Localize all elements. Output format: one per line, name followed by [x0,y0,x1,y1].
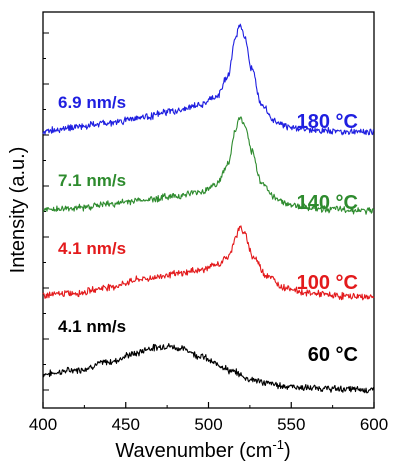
x-axis-label-sup: -1 [272,437,284,452]
series-line-0 [42,343,375,394]
temp-label-60: 60 °C [308,344,358,366]
temp-label-100: 100 °C [297,272,358,294]
rate-label-180: 6.9 nm/s [58,93,126,112]
x-axis-label-close: ) [284,440,291,462]
rate-label-140: 7.1 nm/s [58,171,126,190]
x-axis: 400 450 500 550 600 [29,402,388,434]
x-axis-label-main: Wavenumber (cm [115,440,272,462]
x-tick-label: 550 [277,415,305,434]
series-line-1 [42,225,375,301]
x-tick-label: 400 [29,415,57,434]
series-line-3 [42,23,375,136]
x-tick-label: 450 [112,415,140,434]
series-line-2 [42,116,375,215]
rate-label-60: 4.1 nm/s [58,317,126,336]
x-axis-label: Wavenumber (cm-1) [115,437,290,462]
temp-label-180: 180 °C [297,111,358,133]
temp-label-140: 140 °C [297,192,358,214]
series-group [42,23,375,394]
rate-label-100: 4.1 nm/s [58,239,126,258]
y-axis-label: Intensity (a.u.) [7,147,29,274]
x-tick-label: 500 [194,415,222,434]
x-tick-label: 600 [360,415,388,434]
y-axis-ticks [43,32,49,391]
